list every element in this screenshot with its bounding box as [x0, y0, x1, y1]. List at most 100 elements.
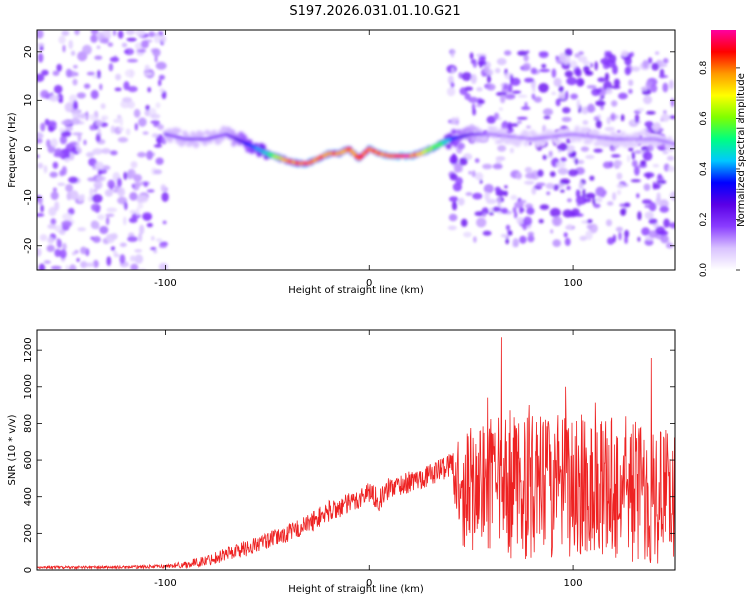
spectrogram-noise-blob: [37, 154, 40, 159]
spectrogram-noise-blob: [90, 236, 95, 240]
spectrogram-noise-blob: [40, 90, 49, 99]
spectrogram-noise-blob: [505, 238, 510, 245]
spectrogram-noise-blob: [486, 115, 496, 124]
spectrogram-noise-blob: [656, 192, 661, 202]
spectrogram-noise-blob: [89, 116, 99, 121]
spectrogram-noise-blob: [117, 196, 128, 205]
spectrogram-noise-blob: [85, 151, 95, 158]
spectrogram-noise-blob: [593, 148, 603, 153]
spectrogram-noise-blob: [143, 181, 149, 187]
spectrogram-noise-blob: [613, 160, 623, 167]
spectrogram-noise-blob: [135, 207, 140, 216]
spectrogram-noise-blob: [50, 265, 62, 270]
spectrogram-noise-blob: [504, 185, 508, 189]
spectrogram-noise-blob: [127, 236, 138, 243]
spectrogram-noise-blob: [80, 194, 85, 202]
spectrogram-noise-blob: [79, 113, 87, 120]
spectrogram-noise-blob: [97, 169, 103, 176]
spectrogram-noise-blob: [41, 69, 49, 76]
snr-x-axis-label: Height of straight line (km): [288, 584, 424, 595]
spectrogram-noise-blob: [58, 35, 66, 45]
spectrogram-noise-blob: [586, 85, 597, 89]
spectrogram-noise-blob: [537, 169, 544, 177]
spectrogram-noise-blob: [160, 35, 167, 44]
spectrogram-noise-blob: [99, 83, 103, 91]
snr-y-tick-label: 800: [23, 414, 34, 433]
spectrogram-noise-blob: [69, 190, 79, 201]
spectrogram-noise-blob: [530, 67, 538, 75]
spectrogram-ridge-cell-outer: [245, 147, 251, 153]
spectrogram-noise-blob: [61, 220, 73, 228]
snr-y-tick-label: 1000: [23, 374, 34, 399]
spectrogram-noise-blob: [150, 113, 161, 119]
spectrogram-noise-blob: [161, 90, 167, 100]
spectrogram-noise-blob: [91, 194, 103, 203]
spectrogram-noise-blob: [476, 87, 483, 92]
spectrogram-noise-blob: [54, 249, 61, 257]
spectrogram-noise-blob: [587, 219, 593, 224]
spectrogram-ridge-cell-outer: [503, 127, 509, 133]
spectrogram-noise-blob: [457, 142, 465, 150]
spectrogram-noise-blob: [655, 51, 660, 55]
spectrogram-noise-blob: [72, 100, 78, 110]
spectrogram-noise-blob: [61, 120, 72, 126]
spectrogram-ridge-cell-outer: [667, 136, 673, 142]
spectrogram-noise-blob: [86, 71, 95, 76]
spectrogram-noise-blob: [54, 148, 63, 156]
spectrogram-noise-blob: [39, 234, 48, 242]
spectrogram-noise-blob: [624, 55, 632, 66]
colorbar: 0.0 0.2 0.4 0.6 0.8 Normalized spectral ampl…: [699, 30, 747, 277]
spectrogram-noise-blob: [568, 169, 579, 177]
spectrogram-noise-blob: [121, 42, 128, 48]
snr-x-tick-label: -100: [154, 578, 177, 589]
spectrogram-noise-blob: [533, 96, 542, 103]
spectrogram-noise-blob: [612, 64, 618, 75]
spectrogram-ridge-cell-outer: [493, 127, 499, 133]
spectrogram-noise-blob: [37, 248, 42, 257]
spectrogram-noise-blob: [500, 233, 507, 238]
snr-series-line: [37, 337, 675, 570]
spectrogram-noise-blob: [61, 166, 67, 176]
spectrogram-noise-blob: [643, 172, 655, 178]
spectrogram-noise-blob: [508, 83, 513, 93]
spectrogram-ridge-cell-outer: [594, 130, 601, 136]
spectrogram-noise-blob: [595, 100, 606, 107]
spectrogram-noise-blob: [67, 207, 75, 216]
spectrogram-noise-blob: [153, 144, 163, 148]
spectrogram-noise-blob: [512, 238, 519, 247]
spectrogram-noise-blob: [125, 128, 131, 136]
spectrogram-noise-blob: [624, 236, 628, 244]
spectrogram-noise-blob: [655, 226, 666, 235]
spectrogram-noise-blob: [49, 171, 58, 178]
spectrogram-noise-blob: [95, 184, 101, 190]
spectrogram-noise-blob: [97, 127, 101, 137]
spectrogram-noise-blob: [641, 199, 652, 205]
spectrogram-noise-blob: [642, 151, 653, 161]
spectrogram-noise-blob: [578, 55, 588, 63]
spectrogram-noise-blob: [658, 63, 668, 68]
spectrogram-noise-blob: [538, 83, 549, 93]
spectrogram-noise-blob: [479, 179, 483, 184]
spectrogram-noise-blob: [631, 160, 638, 168]
spectrogram-noise-blob: [486, 198, 497, 204]
spectrogram-noise-blob: [585, 230, 593, 241]
spectrogram-noise-blob: [136, 194, 144, 203]
spectrogram-noise-blob: [494, 186, 501, 193]
spectrogram-noise-blob: [643, 95, 653, 105]
spectrogram-noise-blob: [146, 222, 153, 228]
snr-frame: [36, 329, 676, 571]
spectrogram-noise-blob: [146, 189, 155, 193]
spectrogram-ridge-cell-outer: [176, 128, 182, 134]
spectrogram-noise-blob: [656, 179, 667, 185]
spectrogram-noise-blob: [117, 178, 122, 188]
spectrogram-noise-blob: [155, 157, 164, 165]
spectrogram-noise-blob: [95, 119, 103, 127]
spectrogram-ridge-cell-outer: [541, 140, 548, 146]
spectrogram-noise-blob: [93, 259, 99, 268]
spectrogram-noise-blob: [567, 198, 572, 203]
spectrogram-noise-blob: [95, 134, 101, 142]
spectrogram-noise-blob: [669, 115, 675, 119]
spectrogram-noise-blob: [606, 201, 614, 206]
spectrogram-noise-blob: [455, 177, 463, 186]
spectrogram-noise-blob: [636, 107, 645, 112]
